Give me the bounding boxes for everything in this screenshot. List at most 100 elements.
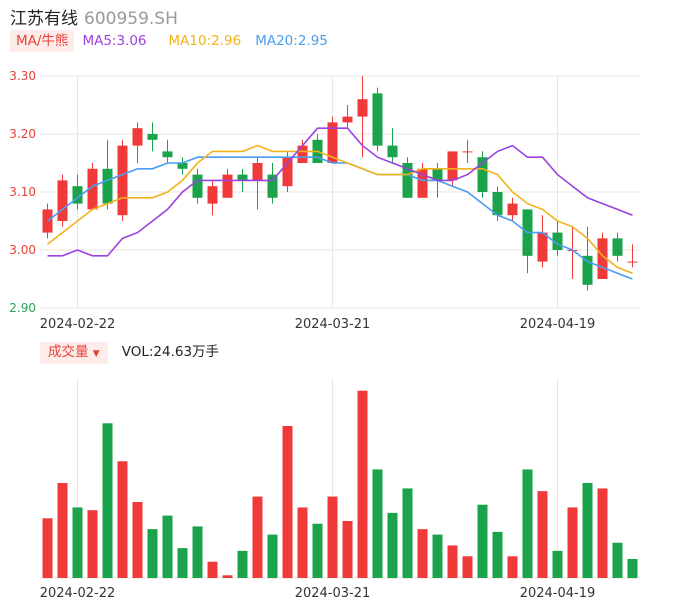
volume-bar [477, 504, 488, 578]
volume-bar [342, 521, 353, 578]
volume-bar [132, 502, 143, 578]
y-tick-label: 3.20 [9, 127, 36, 141]
candle-body [237, 174, 248, 181]
y-tick-label: 3.30 [9, 69, 36, 83]
candle-body [537, 232, 548, 262]
volume-bar [57, 483, 68, 578]
ma5-label: MA5:3.06 [82, 33, 147, 49]
volume-bar [267, 534, 278, 578]
candle-body [192, 174, 203, 198]
volume-bar [222, 575, 233, 578]
volume-bar [177, 548, 188, 578]
candle-body [492, 192, 503, 216]
volume-bar [87, 510, 98, 578]
y-tick-label: 3.00 [9, 243, 36, 257]
candle-body [102, 168, 113, 204]
ma5-line [47, 127, 633, 257]
stock-name: 江苏有线 [10, 9, 78, 29]
candle-body [462, 151, 473, 153]
candle-body [57, 180, 68, 221]
volume-indicator-button[interactable]: 成交量 ▼ [40, 342, 108, 364]
candle-body [162, 151, 173, 158]
volume-bar [432, 534, 443, 578]
y-tick-label: 2.90 [9, 301, 36, 315]
candle-body [147, 134, 158, 140]
ma20-label: MA20:2.95 [255, 33, 328, 49]
volume-bar [492, 531, 503, 578]
volume-bar [102, 423, 113, 578]
volume-bar [552, 550, 563, 578]
candle-body [402, 163, 413, 198]
x-date-label: 2024-04-19 [520, 317, 596, 332]
volume-bar [162, 515, 173, 578]
stock-code: 600959.SH [84, 9, 178, 29]
volume-bar [252, 496, 263, 578]
x-date-label: 2024-02-22 [40, 317, 116, 332]
candle-body [417, 168, 428, 198]
volume-legend: 成交量 ▼ VOL:24.63万手 [40, 342, 220, 364]
dropdown-arrow-icon: ▼ [92, 349, 100, 359]
volume-bar [447, 545, 458, 578]
ma-indicator-button[interactable]: MA/牛熊 [10, 30, 75, 52]
candle-body [612, 238, 623, 256]
ma10-label: MA10:2.96 [168, 33, 242, 49]
candle-body [327, 122, 338, 163]
volume-bar [387, 512, 398, 578]
volume-bar [237, 550, 248, 578]
candle-body [447, 151, 458, 181]
candle-body [297, 145, 308, 163]
candle-body [267, 174, 278, 198]
x-date-label: 2024-03-21 [295, 317, 371, 332]
candle-body [372, 93, 383, 146]
candle-body [342, 116, 353, 123]
volume-bar [582, 483, 593, 578]
y-tick-label: 3.10 [9, 185, 36, 199]
volume-bar [72, 507, 83, 578]
volume-bar [612, 542, 623, 578]
ma10-line [47, 144, 633, 274]
candle-body [87, 168, 98, 210]
ma-legend: MA/牛熊 MA5:3.06 MA10:2.96 MA20:2.95 [10, 30, 328, 52]
candle-body [552, 232, 563, 250]
candle-body [357, 99, 368, 117]
volume-bar [507, 556, 518, 578]
volume-bar [537, 491, 548, 578]
ma20-line [47, 156, 633, 280]
volume-value: VOL:24.63万手 [121, 344, 220, 360]
candle-body [282, 157, 293, 187]
volume-bar [282, 426, 293, 578]
candle-body [222, 174, 233, 198]
volume-bar [597, 488, 608, 578]
volume-bar [357, 390, 368, 578]
volume-bar [327, 496, 338, 578]
volume-bar [372, 469, 383, 578]
candle-body [507, 203, 518, 216]
volume-bar [297, 507, 308, 578]
volume-bar [207, 561, 218, 578]
volume-indicator-label: 成交量 [48, 344, 89, 360]
volume-bar [462, 556, 473, 578]
x-date-label: 2024-04-19 [520, 586, 596, 601]
x-date-label: 2024-03-21 [295, 586, 371, 601]
x-date-label: 2024-02-22 [40, 586, 116, 601]
candle-body [252, 163, 263, 181]
candle-body [132, 128, 143, 146]
volume-bar [627, 559, 638, 578]
volume-bar [522, 469, 533, 578]
candle-body [207, 186, 218, 204]
volume-bar [117, 461, 128, 578]
candle-body [627, 261, 638, 263]
candle-body [117, 145, 128, 216]
volume-bar [192, 526, 203, 578]
candle-body [387, 145, 398, 158]
candle-body [477, 157, 488, 192]
volume-bar [402, 488, 413, 578]
volume-bar [312, 523, 323, 578]
candle-body [177, 163, 188, 169]
stock-header: 江苏有线 600959.SH [10, 4, 178, 29]
candle-body [72, 186, 83, 204]
volume-bar [567, 507, 578, 578]
volume-bar [417, 529, 428, 578]
candle-body [432, 168, 443, 181]
